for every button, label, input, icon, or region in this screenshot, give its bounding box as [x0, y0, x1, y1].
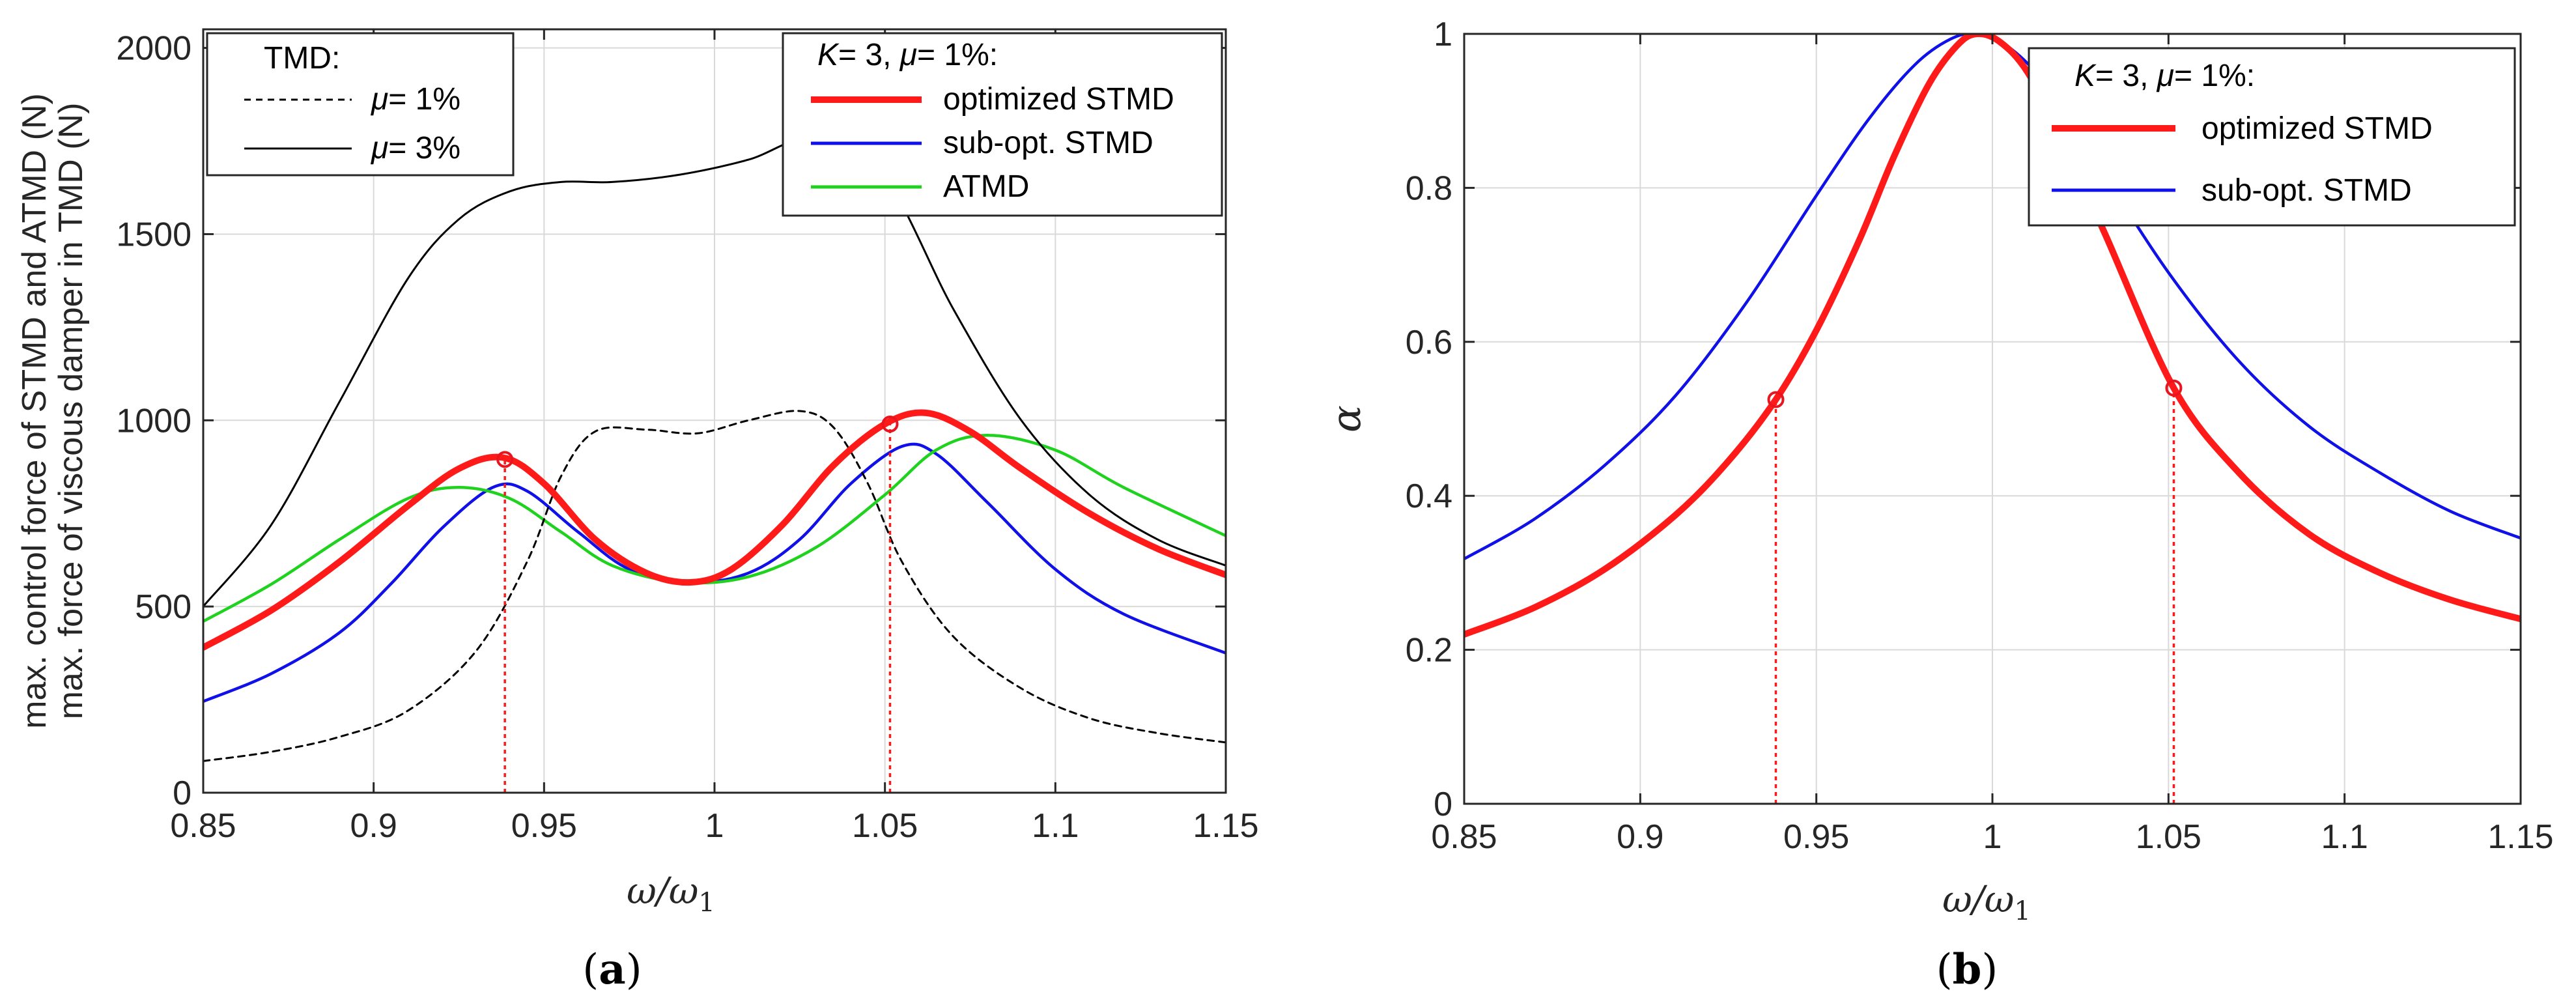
- legend-tmd-entry-2: μ= 3%: [370, 131, 460, 165]
- legend-stmd-box: [782, 32, 1223, 217]
- panel-b-x-ticks: 0.85 0.9 0.95 1 1.05 1.1 1.15: [1431, 34, 2554, 856]
- panel-b-xlabel-sub: 1: [2014, 896, 2030, 926]
- panel-b-xlabel: ω/ω1: [1942, 879, 2031, 926]
- panel-a-ylabel-line2: max. force of viscous damper in TMD (N): [52, 103, 90, 720]
- panel-a-legend-tmd: TMD: μ= 1% μ= 3%: [206, 32, 515, 177]
- panel-a-x-ticks: 0.85 0.9 0.95 1 1.05 1.1 1.15: [170, 29, 1259, 845]
- legend-stmd-entry-optimized: optimized STMD: [943, 82, 1174, 117]
- x-tick-label: 0.95: [1783, 818, 1849, 856]
- series-line-3: [203, 135, 1226, 608]
- legend-b-title: K= 3, μ= 1%:: [2074, 59, 2255, 93]
- panel-b-y-ticks: 0 0.2 0.4 0.6 0.8 1: [1406, 16, 2521, 823]
- panel-b-vlines: [1774, 388, 2175, 804]
- legend-b-box: [2028, 47, 2516, 227]
- legend-b-entry-optimized: optimized STMD: [2201, 111, 2433, 146]
- legend-stmd-title: K= 3, μ= 1%:: [817, 38, 998, 72]
- y-tick-label: 2000: [116, 30, 191, 68]
- panel-b-legend: K= 3, μ= 1%: optimized STMD sub-opt. STM…: [2028, 47, 2516, 227]
- y-tick-label: 0.6: [1406, 324, 1452, 362]
- x-tick-label: 0.9: [1617, 818, 1663, 856]
- x-tick-label: 1.05: [2136, 818, 2201, 856]
- y-tick-label: 0: [173, 774, 191, 812]
- legend-b-entry-subopt: sub-opt. STMD: [2201, 173, 2412, 208]
- data-marker: [496, 451, 514, 468]
- panel-a-xlabel-main: ω/ω: [627, 870, 698, 913]
- panel-a-chart: 0.85 0.9 0.95 1 1.05 1.1 1.15 0 500 1000 1500 2000…: [16, 28, 1259, 994]
- series-line-optimized-stmd: [203, 409, 1226, 651]
- panel-a-vlines: [503, 424, 892, 793]
- panel-b-markers: [1767, 379, 2183, 408]
- y-tick-label: 0: [1434, 786, 1452, 823]
- y-tick-label: 500: [135, 588, 191, 626]
- data-marker: [2165, 379, 2183, 397]
- panel-a-markers: [496, 416, 899, 468]
- x-tick-label: 0.85: [170, 807, 236, 845]
- data-marker: [881, 416, 899, 433]
- y-tick-label: 0.2: [1406, 632, 1452, 670]
- y-tick-label: 1: [1434, 16, 1452, 53]
- panel-a-label: (a): [582, 945, 642, 994]
- x-tick-label: 0.95: [511, 807, 577, 845]
- panel-a-series: [203, 135, 1226, 762]
- x-tick-label: 1: [705, 807, 724, 845]
- panel-b-label: (b): [1936, 945, 1998, 994]
- panel-b-chart: 0.85 0.9 0.95 1 1.05 1.1 1.15 0 0.2 0.4 0.6 0.8 1 α…: [1322, 16, 2554, 994]
- x-tick-label: 1.15: [1193, 807, 1258, 845]
- x-tick-label: 1.1: [1032, 807, 1079, 845]
- x-tick-label: 1: [1983, 818, 2002, 856]
- y-tick-label: 0.8: [1406, 169, 1452, 207]
- panel-a-xlabel-sub: 1: [698, 888, 715, 918]
- panel-a-y-ticks: 0 500 1000 1500 2000: [116, 30, 1226, 812]
- legend-tmd-box: [206, 32, 515, 177]
- x-tick-label: 1.15: [2487, 818, 2553, 856]
- legend-tmd-title: TMD:: [264, 41, 340, 76]
- series-line-1: [203, 410, 1226, 762]
- series-line-optimized-stmd: [1464, 34, 2521, 638]
- data-marker: [1767, 391, 1785, 408]
- panel-a-legend-stmd: K= 3, μ= 1%: optimized STMD sub-opt. STM…: [782, 32, 1223, 217]
- x-tick-label: 0.9: [350, 807, 397, 845]
- legend-tmd-entry-1: μ= 1%: [370, 82, 460, 117]
- legend-stmd-entry-subopt: sub-opt. STMD: [943, 126, 1154, 160]
- y-tick-label: 1000: [116, 402, 191, 440]
- panel-a-ylabel-line1: max. control force of STMD and ATMD (N): [16, 93, 53, 729]
- x-tick-label: 1.1: [2321, 818, 2368, 856]
- y-tick-label: 0.4: [1406, 477, 1452, 515]
- panel-a-xlabel: ω/ω1: [627, 870, 715, 918]
- x-tick-label: 0.85: [1431, 818, 1497, 856]
- x-tick-label: 1.05: [852, 807, 918, 845]
- panel-b-ylabel: α: [1322, 405, 1370, 433]
- legend-stmd-entry-atmd: ATMD: [943, 169, 1029, 204]
- panel-b-xlabel-main: ω/ω: [1942, 879, 2014, 921]
- y-tick-label: 1500: [116, 216, 191, 253]
